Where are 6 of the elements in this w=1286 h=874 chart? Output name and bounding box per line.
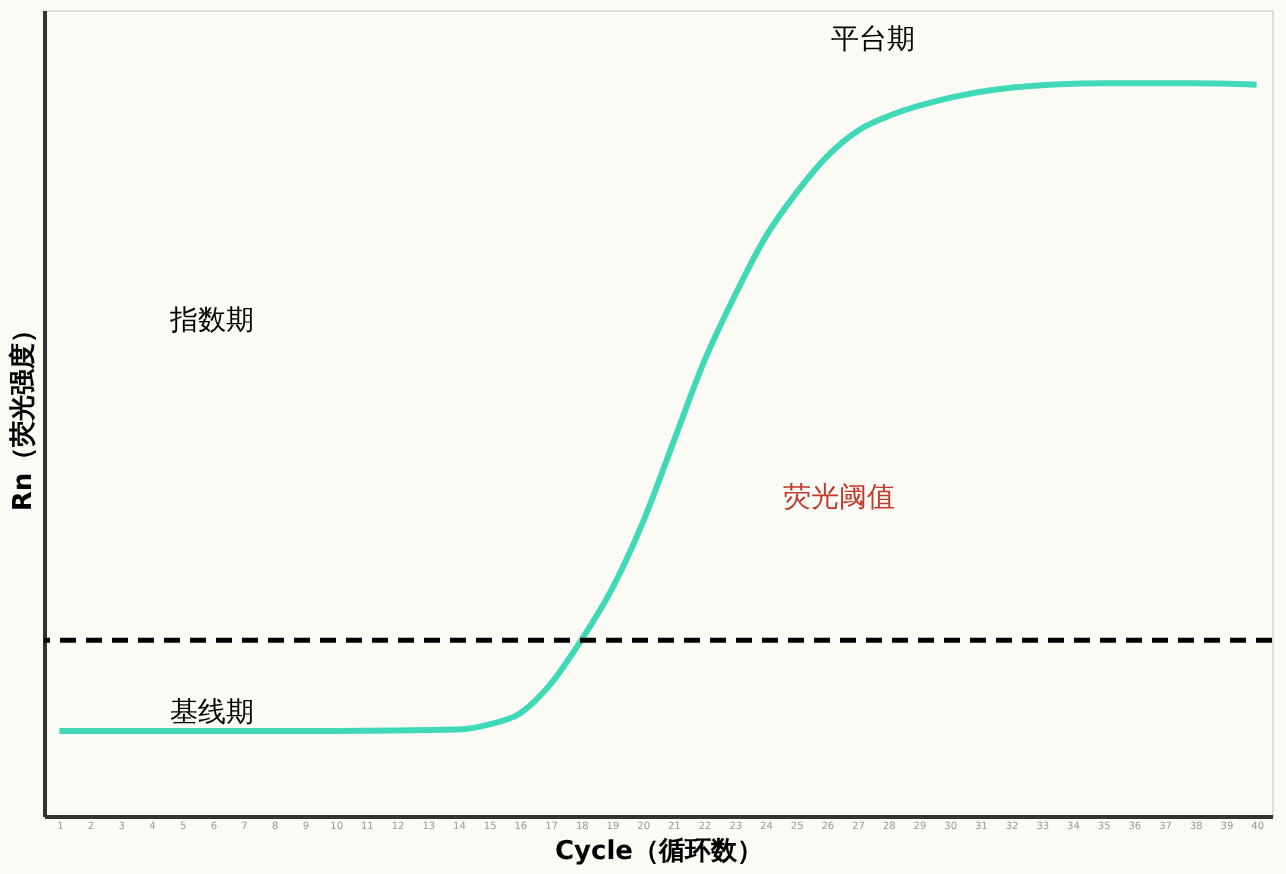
text: 平台期 [830, 23, 915, 56]
y-axis-title: Rn（荧光强度） [7, 316, 39, 512]
annotation: 基线期 [170, 697, 254, 729]
x-axis-title: Cycle（循环数） [555, 837, 763, 867]
annotation: 荧光阈值 [783, 482, 896, 515]
annotation: 指数期 [168, 304, 254, 337]
